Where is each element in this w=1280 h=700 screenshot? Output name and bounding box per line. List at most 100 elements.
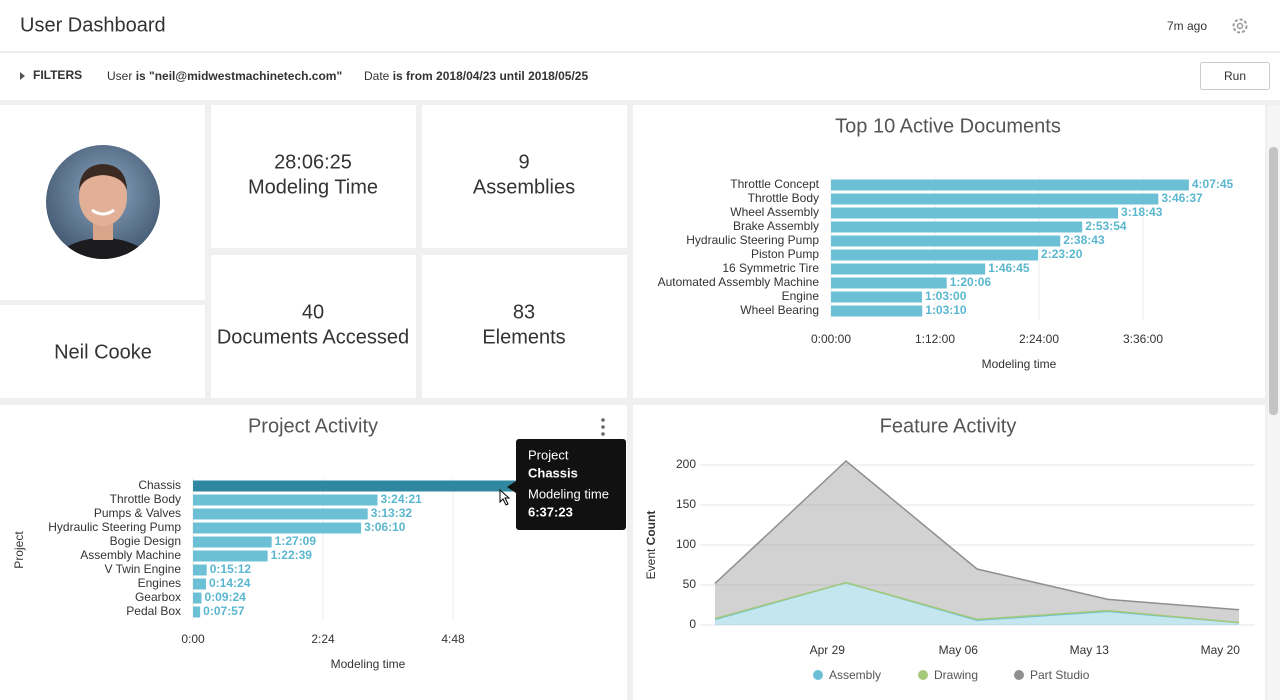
bar bbox=[831, 179, 1189, 191]
filter-bar bbox=[0, 53, 1280, 100]
category-label: Wheel Bearing bbox=[740, 303, 819, 317]
tooltip-box bbox=[516, 439, 626, 530]
y-tick-label: 100 bbox=[676, 537, 696, 551]
category-label: 16 Symmetric Tire bbox=[722, 261, 819, 275]
y-axis-title-part: Event bbox=[644, 548, 658, 579]
value-label: 2:38:43 bbox=[1063, 233, 1105, 247]
filter-date[interactable]: Date is from 2018/04/23 until 2018/05/25 bbox=[364, 69, 588, 83]
x-tick-label: Apr 29 bbox=[810, 643, 846, 657]
bar bbox=[193, 494, 378, 506]
bar bbox=[193, 522, 362, 534]
category-label: Assembly Machine bbox=[80, 548, 181, 562]
bar bbox=[831, 207, 1119, 219]
y-axis-title: Project bbox=[12, 531, 26, 569]
category-label: Pedal Box bbox=[126, 604, 181, 618]
stat-tile bbox=[211, 255, 416, 398]
legend-swatch bbox=[1014, 670, 1024, 680]
category-label: Piston Pump bbox=[751, 247, 819, 261]
value-label: 1:03:10 bbox=[925, 303, 967, 317]
category-label: Engine bbox=[782, 289, 820, 303]
category-label: Hydraulic Steering Pump bbox=[48, 520, 181, 534]
x-tick-label: 1:12:00 bbox=[915, 332, 955, 346]
y-tick-label: 0 bbox=[689, 617, 696, 631]
bar bbox=[831, 235, 1061, 247]
value-label: 1:27:09 bbox=[275, 534, 317, 548]
bar bbox=[831, 249, 1039, 261]
bar bbox=[193, 480, 552, 492]
legend-swatch bbox=[918, 670, 928, 680]
bar bbox=[193, 508, 368, 520]
line bbox=[714, 581, 1240, 624]
x-tick-label: 0:00 bbox=[181, 632, 205, 646]
tooltip-value: 6:37:23 bbox=[528, 504, 573, 519]
category-label: Automated Assembly Machine bbox=[658, 275, 820, 289]
chart-title: Project Activity bbox=[248, 415, 378, 437]
value-label: 3:13:32 bbox=[371, 506, 413, 520]
chart-title: Feature Activity bbox=[880, 415, 1017, 437]
tooltip-arrow bbox=[507, 481, 516, 493]
expand-arrow[interactable] bbox=[20, 72, 25, 80]
value-label: 3:24:21 bbox=[380, 492, 422, 506]
category-label: Throttle Concept bbox=[730, 177, 819, 191]
x-tick-label: May 13 bbox=[1070, 643, 1110, 657]
value-label: 1:46:45 bbox=[988, 261, 1030, 275]
category-label: Throttle Body bbox=[110, 492, 181, 506]
value-label: 0:07:57 bbox=[203, 604, 245, 618]
value-label: 2:23:20 bbox=[1041, 247, 1083, 261]
stat-tile bbox=[211, 105, 416, 248]
category-label: Bogie Design bbox=[110, 534, 181, 548]
category-label: Pumps & Valves bbox=[94, 506, 181, 520]
stat-value: 28:06:25 bbox=[274, 151, 352, 173]
settings-icon[interactable] bbox=[1232, 18, 1248, 34]
value-label: 0:14:24 bbox=[209, 576, 251, 590]
category-label: Chassis bbox=[138, 478, 181, 492]
y-axis-title: Event Count bbox=[644, 511, 658, 580]
bar bbox=[831, 221, 1083, 233]
bar bbox=[831, 305, 923, 317]
user-name: Neil Cooke bbox=[54, 341, 152, 363]
y-tick-label: 150 bbox=[676, 497, 696, 511]
bar bbox=[193, 578, 206, 590]
stat-label: Assemblies bbox=[473, 176, 575, 198]
stat-label: Elements bbox=[482, 326, 565, 348]
bar bbox=[831, 263, 986, 275]
category-label: Wheel Assembly bbox=[730, 205, 819, 219]
run-label: Run bbox=[1224, 69, 1246, 83]
category-label: Throttle Body bbox=[748, 191, 819, 205]
y-axis-title-part: Count bbox=[644, 511, 658, 546]
filter-user[interactable]: User is "neil@midwestmachinetech.com" bbox=[107, 69, 342, 83]
stat-tile bbox=[422, 255, 627, 398]
updated-time: 7m ago bbox=[1167, 19, 1207, 33]
legend-swatch bbox=[813, 670, 823, 680]
panel-menu[interactable] bbox=[601, 418, 605, 436]
tooltip: Project Chassis Modeling time 6:37:23 bbox=[507, 439, 626, 530]
stat-tile bbox=[422, 105, 627, 248]
category-label: Hydraulic Steering Pump bbox=[686, 233, 819, 247]
value-label: 4:07:45 bbox=[1192, 177, 1234, 191]
bar bbox=[193, 564, 207, 576]
stat-value: 40 bbox=[302, 301, 324, 323]
value-label: 1:20:06 bbox=[950, 275, 992, 289]
value-label: 2:53:54 bbox=[1085, 219, 1127, 233]
area bbox=[715, 582, 1239, 625]
value-label: 1:03:00 bbox=[925, 289, 967, 303]
stat-value: 9 bbox=[518, 151, 529, 173]
charts: Top 10 Active Documents 0:00:00 1:12:00 2:2… bbox=[12, 115, 1255, 682]
y-tick-label: 50 bbox=[683, 577, 697, 591]
scrollbar-thumb[interactable] bbox=[1269, 147, 1278, 415]
category-label: V Twin Engine bbox=[105, 562, 182, 576]
stat-value: 83 bbox=[513, 301, 535, 323]
value-label: 0:15:12 bbox=[210, 562, 252, 576]
filter-field: User bbox=[107, 69, 132, 83]
x-axis-title: Modeling time bbox=[982, 357, 1057, 371]
line bbox=[714, 460, 1240, 611]
filters-toggle[interactable]: FILTERS bbox=[33, 68, 82, 82]
x-tick-label: 3:36:00 bbox=[1123, 332, 1163, 346]
bar bbox=[193, 550, 268, 562]
run-button[interactable] bbox=[1200, 62, 1270, 90]
name-tile bbox=[0, 305, 205, 398]
header bbox=[0, 0, 1280, 52]
page-title: User Dashboard bbox=[20, 14, 166, 36]
